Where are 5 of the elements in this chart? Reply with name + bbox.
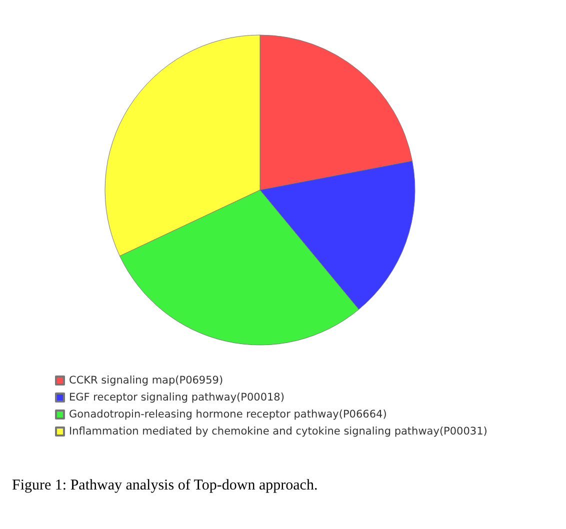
legend-label: Inflammation mediated by chemokine and cytokine signaling pathway(P00031) [69, 426, 488, 438]
legend-label: EGF receptor signaling pathway(P00018) [69, 392, 284, 404]
caption: Figure 1: Pathway analysis of Top-down approach. [12, 478, 318, 494]
legend-label: CCKR signaling map(P06959) [69, 374, 224, 386]
legend-label: Gonadotropin-releasing hormone receptor pathway(P06664) [69, 408, 387, 420]
